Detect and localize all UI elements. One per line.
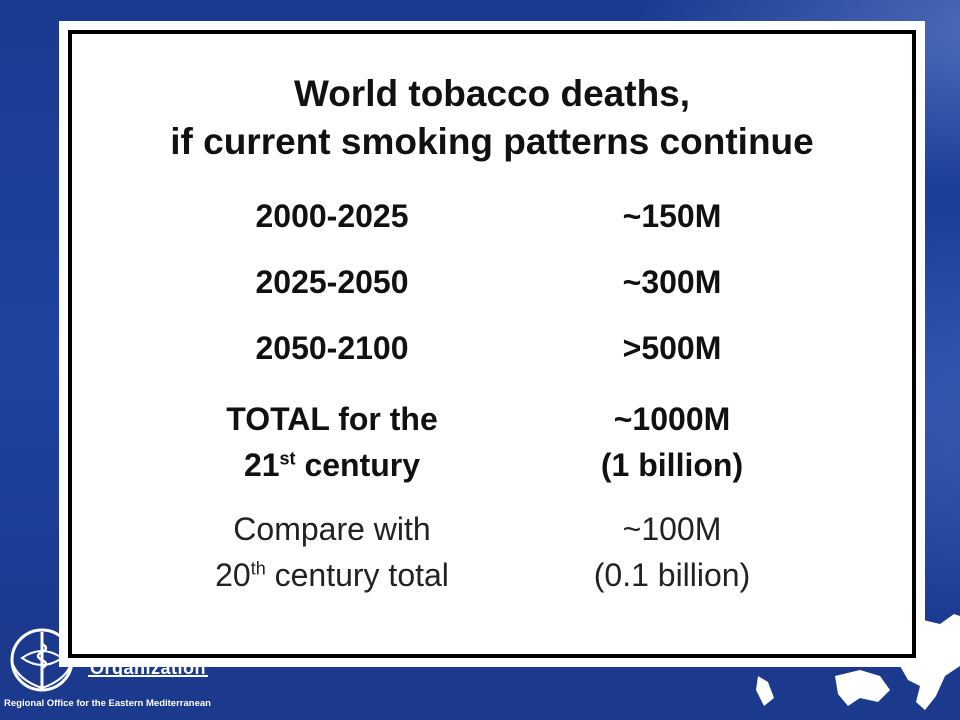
- total-label-line-1: TOTAL for the: [226, 401, 438, 437]
- total-century-word: century: [295, 447, 421, 483]
- period-cell: 2000-2025: [255, 198, 409, 234]
- slide-card: World tobacco deaths, if current smoking…: [59, 21, 925, 667]
- compare-value-line-2: (0.1 billion): [593, 557, 751, 593]
- period-cell: 2025-2050: [255, 264, 409, 300]
- deaths-cell: ~150M: [622, 198, 722, 234]
- compare-label-line-1: Compare with: [233, 511, 431, 547]
- total-label: TOTAL for the 21st century: [182, 396, 482, 488]
- compare-century-suffix: th: [250, 558, 266, 579]
- compare-century-words: century total: [265, 557, 449, 593]
- compare-value-line-1: ~100M: [622, 511, 722, 547]
- title-line-1: World tobacco deaths,: [293, 73, 691, 114]
- slide-title: World tobacco deaths, if current smoking…: [72, 70, 912, 166]
- total-century-number: 21: [243, 447, 280, 483]
- total-value: ~1000M (1 billion): [522, 396, 822, 488]
- deaths-cell: >500M: [622, 330, 722, 366]
- total-century-suffix: st: [279, 448, 296, 469]
- total-label-line-2: 21st century: [182, 442, 482, 488]
- deaths-cell: ~300M: [622, 264, 722, 300]
- compare-value: ~100M (0.1 billion): [522, 506, 822, 598]
- compare-label-line-2: 20th century total: [162, 552, 502, 598]
- compare-label: Compare with 20th century total: [162, 506, 502, 598]
- period-cell: 2050-2100: [255, 330, 409, 366]
- slide-frame: World tobacco deaths, if current smoking…: [68, 30, 916, 658]
- total-value-line-2: (1 billion): [600, 447, 744, 483]
- compare-century-number: 20: [215, 557, 251, 593]
- total-value-line-1: ~1000M: [613, 401, 731, 437]
- title-line-2: if current smoking patterns continue: [170, 121, 814, 162]
- regional-office-text: Regional Office for the Eastern Mediterr…: [4, 698, 211, 709]
